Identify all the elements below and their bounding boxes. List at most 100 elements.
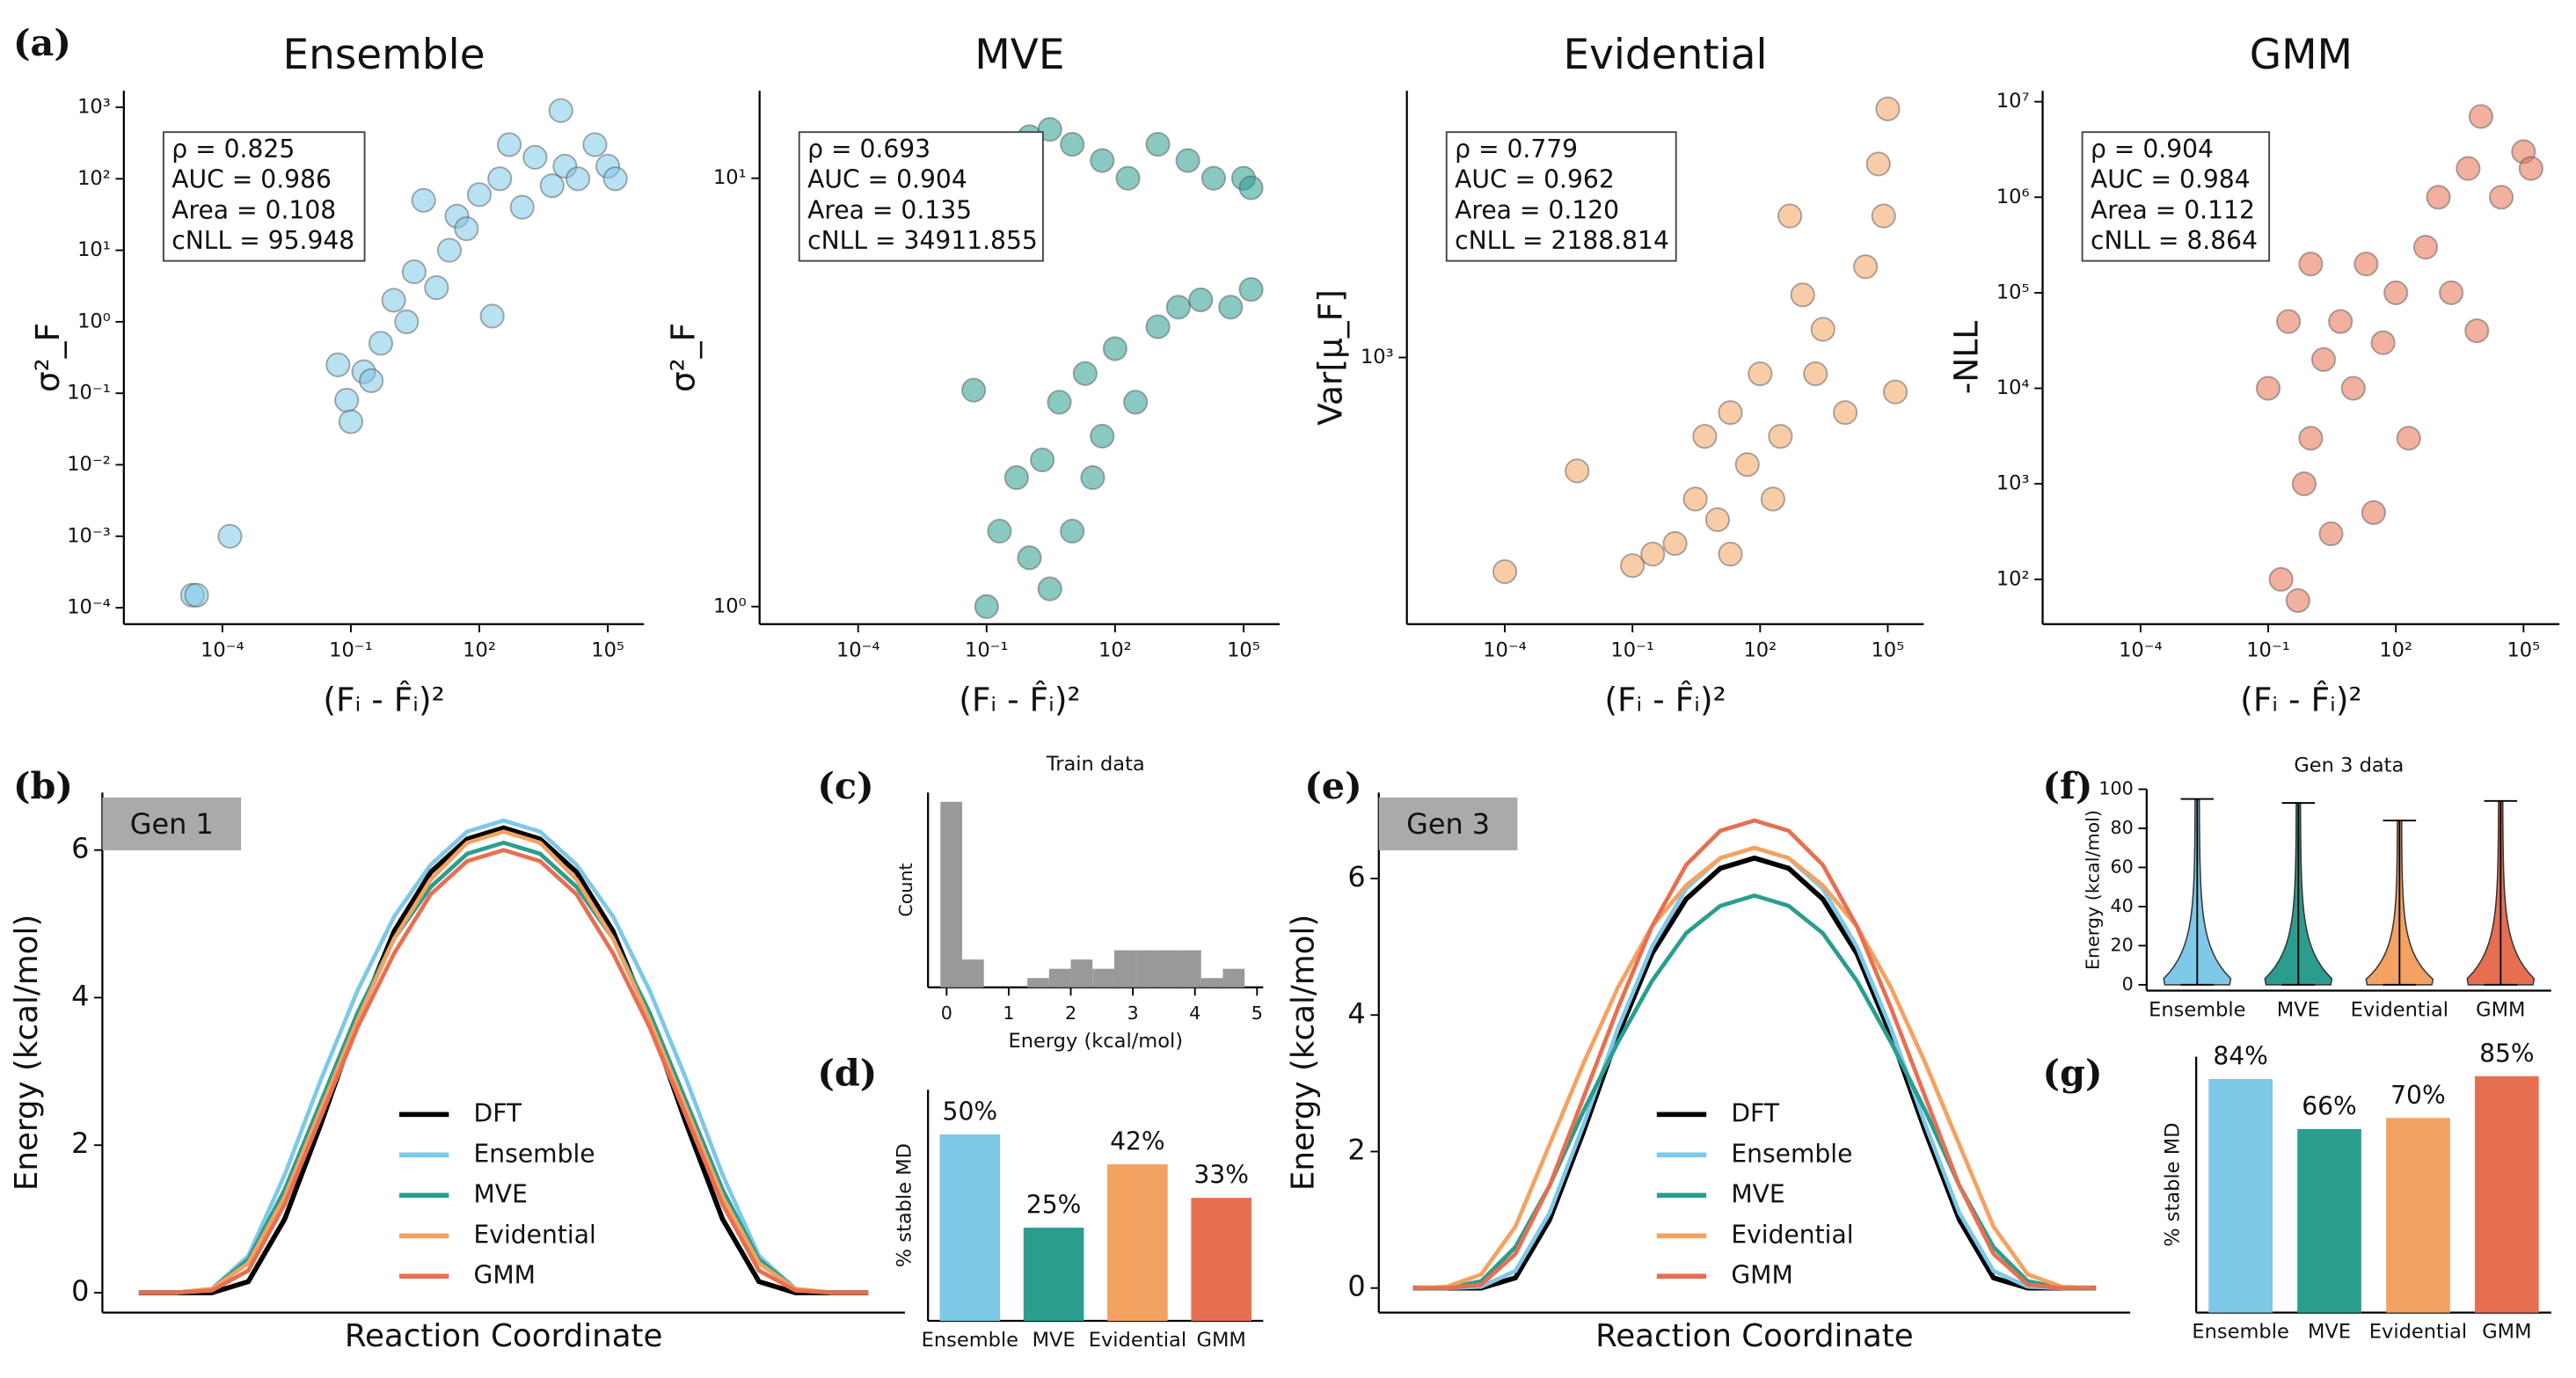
y-tick-label: 10⁰ bbox=[713, 594, 747, 617]
scatter-point bbox=[2370, 330, 2396, 355]
stats-text: AUC = 0.986 bbox=[171, 165, 332, 194]
scatter-point bbox=[325, 352, 351, 377]
legend-label: Ensemble bbox=[1731, 1139, 1852, 1168]
scatter-point bbox=[1810, 317, 1835, 342]
y-tick-label: 2 bbox=[1347, 1133, 1365, 1166]
scatter-point bbox=[1017, 545, 1042, 571]
scatter-point bbox=[1003, 465, 1029, 491]
x-tick-label: Ensemble bbox=[922, 1329, 1018, 1352]
scatter-point bbox=[2426, 185, 2451, 210]
x-tick-label: 10² bbox=[1098, 638, 1132, 661]
scatter-point bbox=[1123, 390, 1149, 415]
scatter-point bbox=[424, 275, 449, 301]
scatter-point bbox=[1565, 458, 1590, 484]
y-tick-label: 80 bbox=[2111, 817, 2134, 838]
x-tick-label: 0 bbox=[941, 1003, 952, 1024]
stats-text: AUC = 0.904 bbox=[807, 165, 967, 194]
y-tick-label: 10² bbox=[77, 167, 111, 190]
scatter-point bbox=[1620, 553, 1646, 579]
scatter-point bbox=[2518, 156, 2543, 181]
scatter-point bbox=[334, 387, 360, 413]
scatter-point bbox=[1047, 390, 1072, 415]
x-tick-label: MVE bbox=[2277, 999, 2320, 1022]
legend-label: MVE bbox=[474, 1179, 528, 1208]
x-tick-label: MVE bbox=[1033, 1329, 1076, 1352]
scatter-point bbox=[565, 166, 591, 192]
stats-text: cNLL = 34911.855 bbox=[807, 226, 1038, 255]
x-tick-label: 10⁻¹ bbox=[329, 638, 373, 661]
scatter-point bbox=[1037, 576, 1062, 602]
x-tick-label: 1 bbox=[1003, 1003, 1014, 1024]
x-tick-label: 10⁻¹ bbox=[2246, 638, 2290, 661]
x-tick-label: 10² bbox=[2379, 638, 2412, 661]
bar bbox=[1107, 1163, 1168, 1322]
stats-text: ρ = 0.825 bbox=[171, 135, 295, 164]
panel-label: (g) bbox=[2043, 1052, 2103, 1095]
panel-label: (c) bbox=[817, 764, 873, 807]
line bbox=[138, 840, 869, 1295]
scatter-point bbox=[974, 594, 999, 619]
panel-label: (a) bbox=[13, 21, 71, 64]
scatter-point bbox=[1175, 148, 1200, 173]
scatter-point bbox=[1682, 486, 1708, 512]
bar bbox=[2208, 1078, 2273, 1313]
chart-title: MVE bbox=[974, 31, 1064, 79]
y-tick-label: 10⁻¹ bbox=[67, 382, 111, 405]
y-axis-label: σ²_F bbox=[664, 323, 703, 392]
line bbox=[138, 829, 869, 1295]
stats-text: AUC = 0.962 bbox=[1455, 165, 1615, 194]
scatter-point bbox=[368, 331, 394, 356]
scatter-point bbox=[1640, 542, 1666, 567]
x-tick-label: GMM bbox=[1197, 1329, 1246, 1352]
x-tick-label: Ensemble bbox=[2192, 1321, 2288, 1344]
bar-value-label: 42% bbox=[1110, 1127, 1165, 1156]
y-tick-label: 100 bbox=[2098, 777, 2133, 798]
y-tick-label: 10⁻³ bbox=[67, 524, 111, 547]
scatter-point bbox=[1748, 361, 1773, 387]
x-tick-label: 10⁻¹ bbox=[1610, 638, 1654, 661]
scatter-point bbox=[548, 98, 573, 123]
scatter-point bbox=[1777, 203, 1803, 229]
scatter-point bbox=[436, 237, 463, 263]
scatter-point bbox=[1090, 423, 1115, 449]
scatter-point bbox=[1833, 400, 1858, 426]
scatter-point bbox=[1145, 132, 1171, 157]
scatter-point bbox=[2456, 156, 2481, 181]
scatter-point bbox=[2340, 375, 2366, 401]
histogram-bar bbox=[1135, 950, 1158, 988]
bar bbox=[2297, 1128, 2361, 1313]
histogram-bar bbox=[1222, 968, 1245, 988]
scatter-point bbox=[1760, 486, 1785, 512]
scatter-point bbox=[1188, 287, 1214, 313]
line bbox=[138, 825, 869, 1295]
line bbox=[138, 818, 869, 1295]
scatter-point bbox=[1768, 424, 1793, 449]
y-axis-label: σ²_F bbox=[28, 323, 67, 392]
scatter-point bbox=[1734, 452, 1760, 478]
stats-text: cNLL = 8.864 bbox=[2091, 226, 2258, 255]
stats-text: Area = 0.112 bbox=[2091, 195, 2255, 224]
legend-label: DFT bbox=[474, 1098, 522, 1127]
x-axis-label: (Fᵢ - F̂ᵢ)² bbox=[2240, 680, 2361, 718]
x-tick-label: 10⁻⁴ bbox=[836, 638, 880, 661]
bar-value-label: 85% bbox=[2479, 1039, 2535, 1068]
scatter-point bbox=[987, 518, 1012, 544]
y-tick-label: 10³ bbox=[1361, 346, 1394, 368]
y-axis-label: -NLL bbox=[1947, 321, 1986, 395]
y-tick-label: 2 bbox=[71, 1126, 89, 1160]
y-tick-label: 10² bbox=[1996, 567, 2030, 590]
scatter-point bbox=[1875, 96, 1901, 121]
y-tick-label: 10⁵ bbox=[1996, 281, 2030, 303]
scatter-point bbox=[1102, 336, 1127, 361]
scatter-point bbox=[1090, 148, 1115, 173]
x-axis-label: (Fᵢ - F̂ᵢ)² bbox=[959, 680, 1080, 718]
scatter-point bbox=[1718, 542, 1743, 567]
scatter-point bbox=[509, 194, 535, 220]
scatter-point bbox=[1853, 254, 1879, 280]
y-tick-label: 10⁰ bbox=[77, 310, 111, 332]
x-tick-label: Evidential bbox=[2369, 1321, 2467, 1344]
histogram-bar bbox=[1092, 968, 1114, 988]
scatter-point bbox=[2353, 252, 2379, 277]
y-axis-label: Var[μ_F] bbox=[1311, 289, 1350, 426]
bar bbox=[2475, 1075, 2539, 1313]
